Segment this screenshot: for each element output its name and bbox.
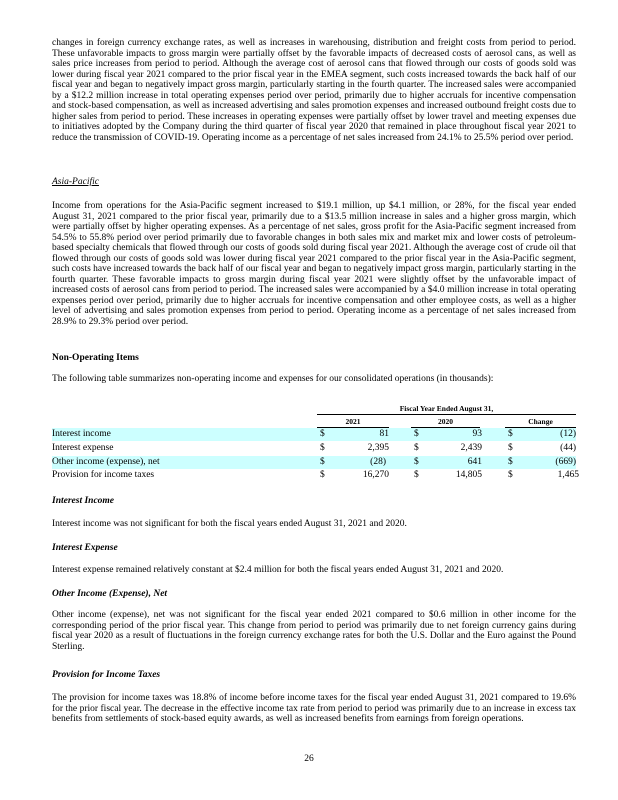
currency-symbol: $ bbox=[508, 456, 513, 467]
provision-heading: Provision for Income Taxes bbox=[52, 670, 161, 680]
column-rule bbox=[411, 427, 480, 428]
cell-value: (12) bbox=[560, 429, 576, 439]
cell-value: 641 bbox=[467, 456, 482, 467]
header-rule bbox=[317, 414, 576, 415]
currency-symbol: $ bbox=[320, 442, 325, 453]
cell-value: 2,439 bbox=[460, 442, 482, 453]
non-operating-heading: Non-Operating Items bbox=[52, 353, 139, 363]
row-label: Interest expense bbox=[52, 442, 114, 453]
column-rule bbox=[505, 427, 576, 428]
row-label: Other income (expense), net bbox=[52, 456, 160, 467]
table-row: Interest income $81 $93 $ (12) bbox=[52, 428, 576, 441]
cell-value: 16,270 bbox=[362, 470, 389, 481]
other-income-paragraph: Other income (expense), net was not sign… bbox=[52, 610, 576, 652]
column-header-change: Change bbox=[528, 417, 553, 426]
cell-value: 2,395 bbox=[367, 442, 389, 453]
other-income-heading: Other Income (Expense), Net bbox=[52, 589, 168, 599]
table-row: Other income (expense), net $ (28) $641 $ (66… bbox=[52, 455, 576, 469]
cell-value: 1,465 bbox=[557, 470, 579, 481]
currency-symbol: $ bbox=[508, 470, 513, 481]
page-number: 26 bbox=[304, 754, 314, 764]
currency-symbol: $ bbox=[508, 442, 513, 453]
asia-pacific-heading: Asia-Pacific bbox=[52, 177, 99, 187]
emea-continuation-paragraph: changes in foreign currency exchange rat… bbox=[52, 38, 576, 143]
cell-value: (28) bbox=[370, 456, 386, 467]
currency-symbol: $ bbox=[414, 456, 419, 467]
currency-symbol: $ bbox=[320, 429, 325, 439]
interest-income-paragraph: Interest income was not significant for … bbox=[52, 519, 407, 529]
cell-value: (669) bbox=[555, 456, 576, 467]
cell-value: 81 bbox=[379, 429, 390, 439]
currency-symbol: $ bbox=[508, 429, 513, 439]
interest-income-heading: Interest Income bbox=[52, 496, 115, 506]
currency-symbol: $ bbox=[320, 456, 325, 467]
column-header-2020: 2020 bbox=[438, 417, 453, 426]
cell-value: 93 bbox=[472, 429, 483, 439]
interest-expense-paragraph: Interest expense remained relatively con… bbox=[52, 565, 504, 575]
row-label: Provision for income taxes bbox=[52, 470, 155, 481]
cell-value: (44) bbox=[560, 442, 576, 453]
column-header-2021: 2021 bbox=[345, 417, 361, 426]
provision-paragraph: The provision for income taxes was 18.8%… bbox=[52, 693, 576, 725]
currency-symbol: $ bbox=[414, 470, 419, 481]
table-group-header: Fiscal Year Ended August 31, bbox=[399, 404, 494, 413]
column-rule bbox=[317, 427, 389, 428]
currency-symbol: $ bbox=[414, 442, 419, 453]
table-row: Provision for income taxes $16,270 $14,805… bbox=[52, 469, 579, 482]
non-operating-intro: The following table summarizes non-opera… bbox=[52, 374, 494, 384]
currency-symbol: $ bbox=[414, 429, 419, 439]
currency-symbol: $ bbox=[320, 470, 325, 481]
row-label: Interest income bbox=[52, 429, 111, 439]
asia-pacific-paragraph: Income from operations for the Asia-Paci… bbox=[52, 201, 576, 328]
table-row: Interest expense $2,395 $2,439 $ (44) bbox=[52, 442, 576, 455]
cell-value: 14,805 bbox=[455, 470, 482, 481]
interest-expense-heading: Interest Expense bbox=[52, 543, 118, 553]
